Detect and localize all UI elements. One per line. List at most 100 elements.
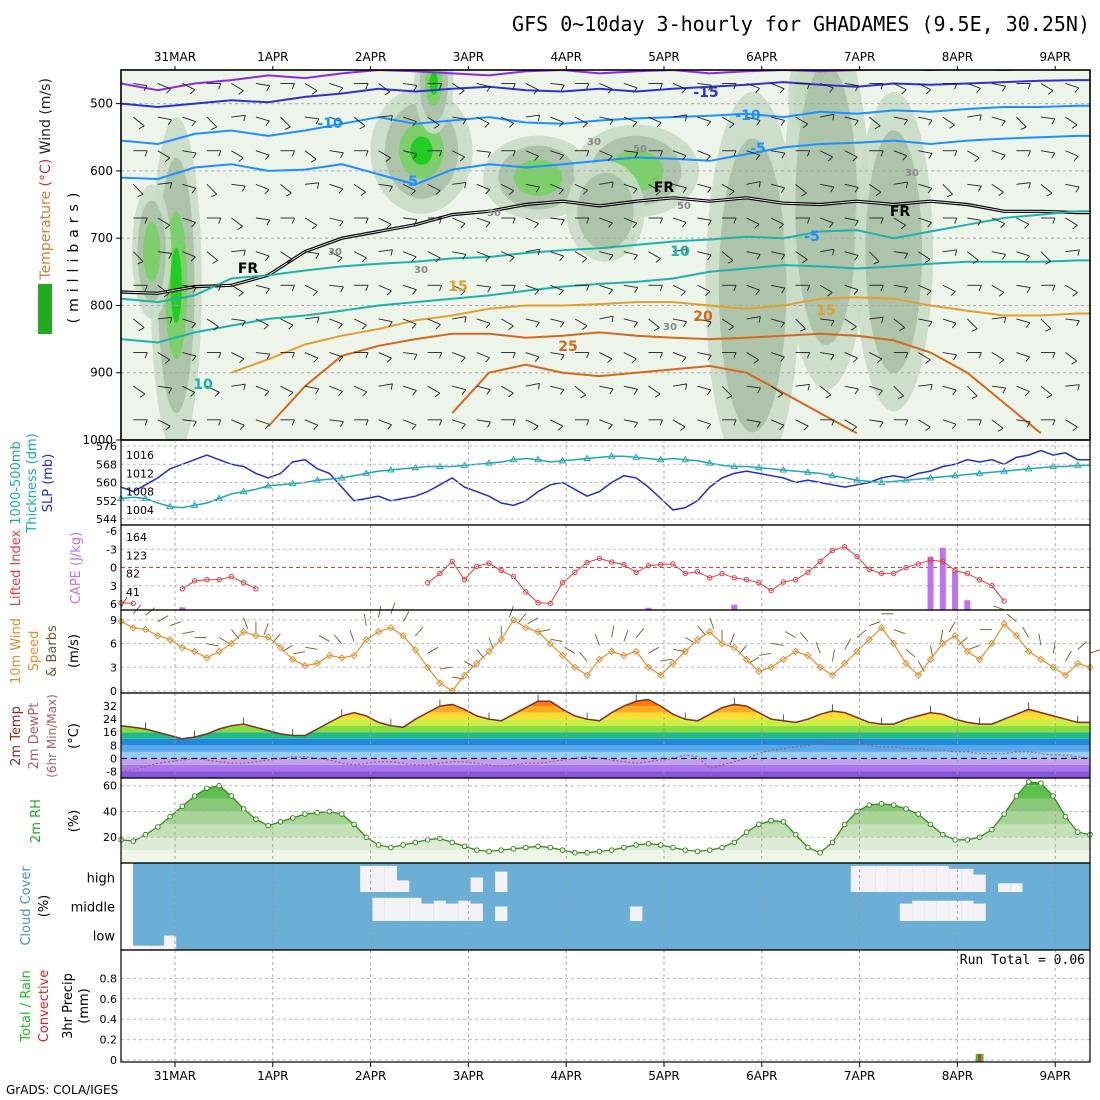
wind-tick-label: 9 — [110, 614, 117, 627]
wind-barb-flag — [534, 289, 540, 295]
wind-barb — [452, 251, 466, 255]
wind-barb — [1040, 116, 1055, 120]
wind-barb — [157, 116, 172, 121]
wind-barb — [672, 217, 687, 223]
li-marker — [584, 559, 590, 566]
cloud-high-cell — [887, 865, 900, 892]
li-marker — [915, 561, 921, 567]
wind-barb-flag — [685, 383, 688, 390]
wind-barb — [378, 217, 392, 225]
wind-barb — [1089, 419, 1090, 421]
wind-barb — [672, 419, 686, 428]
wind-barb — [304, 316, 319, 320]
wind-barb-flag — [138, 125, 145, 130]
wind10m-marker — [681, 647, 689, 656]
rh2m-marker — [191, 793, 198, 799]
wind-barb — [893, 83, 907, 91]
wind-barb — [746, 284, 760, 291]
wind-barb-flag — [876, 358, 883, 364]
wind-barb — [1016, 251, 1030, 257]
wind-barb — [844, 284, 859, 291]
wind-barb — [182, 251, 196, 258]
wind10m-marker — [423, 663, 432, 672]
rh2m-marker — [338, 811, 345, 817]
wind-barb-flag — [390, 383, 393, 390]
wind-barb-flag — [659, 83, 663, 90]
wind-barb-flag — [285, 192, 292, 197]
wind-barb-flag — [608, 222, 613, 228]
wind-barb — [501, 318, 514, 327]
li-marker — [964, 570, 971, 577]
thickness-marker — [436, 462, 444, 470]
wind10m-marker — [583, 671, 591, 679]
wind-barb — [1089, 386, 1090, 387]
isotherm--5 — [121, 134, 1090, 186]
li-marker — [253, 586, 259, 592]
wind10m-marker — [252, 631, 260, 640]
rh2m-marker — [302, 811, 308, 817]
wind-barb-flag — [410, 190, 416, 195]
wind-barb-flag — [435, 190, 441, 195]
rh2m-marker — [522, 844, 529, 851]
cloud-high-cell — [973, 874, 986, 892]
wind-barb — [574, 183, 588, 191]
wind-barb-flag — [1020, 126, 1027, 130]
rh2m-tick-label: 60 — [103, 780, 117, 793]
wind-barb-flag — [265, 255, 270, 261]
wind10m-marker — [767, 663, 775, 672]
wind-barb — [991, 217, 1005, 224]
rh2m-marker — [915, 811, 922, 817]
cloud-low-cell — [163, 935, 177, 950]
wind-barb-flag — [953, 354, 958, 361]
cape-bar — [731, 604, 738, 610]
wind-barb-flag — [165, 425, 171, 431]
wind10m-speed-line — [120, 619, 1091, 692]
wind-barb — [132, 318, 145, 329]
wind-barb-flag — [755, 88, 761, 94]
wind-barb-flag — [560, 322, 565, 328]
wind10m-barb — [206, 643, 219, 647]
li-marker — [756, 580, 762, 586]
wind-barb — [942, 249, 957, 253]
wind-barb-flag — [284, 126, 291, 130]
wind-barb — [255, 318, 269, 326]
wind10m-barb — [957, 637, 968, 646]
wind-barb — [157, 217, 171, 226]
temp-tick-label: 32 — [103, 700, 117, 713]
wind-barb-flag — [191, 222, 196, 228]
wind-barb-flag — [706, 423, 712, 430]
wind-barb-flag — [484, 123, 490, 128]
wind-barb-flag — [439, 419, 443, 426]
wind-barb — [157, 182, 172, 185]
wind10m-marker — [1012, 631, 1021, 640]
wind-barb — [501, 385, 514, 394]
wind10m-barb — [169, 621, 182, 627]
wind10m-marker — [338, 654, 346, 662]
wind-barb-flag — [264, 391, 270, 397]
wind-barb-flag — [586, 217, 590, 224]
wind-barb — [1016, 419, 1031, 423]
date-label-bottom: 2APR — [355, 1069, 386, 1083]
wind-barb-flag — [386, 290, 392, 296]
wind10m-marker — [387, 624, 395, 632]
wind-barb — [942, 352, 957, 356]
temp-band — [121, 719, 1090, 726]
date-label-top: 31MAR — [154, 50, 196, 64]
wind-barb-flag — [538, 383, 540, 390]
wind-barb-flag — [905, 352, 909, 359]
wind10m-barb — [869, 621, 881, 627]
rh2m-marker — [608, 847, 615, 853]
wind-barb — [967, 251, 979, 261]
wind-barb-flag — [851, 426, 857, 432]
wind-barb-flag — [315, 388, 320, 395]
cloud-level-label: low — [93, 930, 116, 945]
wind-barb-flag — [928, 321, 933, 327]
wind-barb-flag — [315, 118, 320, 125]
wind-barb-flag — [386, 357, 392, 363]
wind-barb-flag — [659, 419, 663, 426]
wind-barb — [329, 217, 344, 222]
wind-barb — [1040, 251, 1052, 262]
wind10m-marker — [264, 633, 272, 641]
wind-barb-flag — [362, 391, 368, 397]
wind-barb-flag — [633, 322, 638, 328]
